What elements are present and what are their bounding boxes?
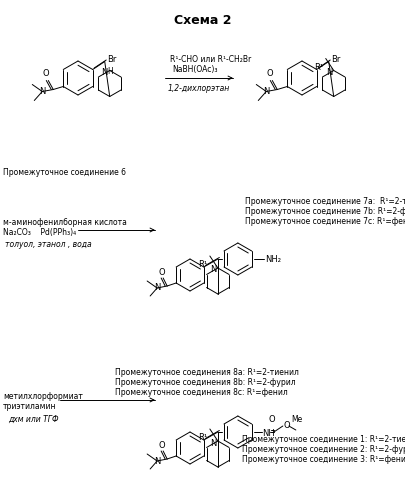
Text: NH: NH — [261, 428, 274, 438]
Text: N: N — [262, 87, 269, 96]
Text: триэтиламин: триэтиламин — [3, 402, 56, 411]
Text: Br: Br — [330, 55, 339, 64]
Text: Промежуточное соединения 8b: R¹=2-фурил: Промежуточное соединения 8b: R¹=2-фурил — [115, 378, 295, 387]
Text: Промежуточное соединение 7a:  R¹=2-тиенил: Промежуточное соединение 7a: R¹=2-тиенил — [244, 197, 405, 206]
Text: R¹: R¹ — [198, 260, 207, 269]
Text: Промежуточное соединения 8a: R¹=2-тиенил: Промежуточное соединения 8a: R¹=2-тиенил — [115, 368, 298, 377]
Text: N: N — [153, 456, 160, 466]
Text: Промежуточное соединение 7b: R¹=2-фурил: Промежуточное соединение 7b: R¹=2-фурил — [244, 207, 405, 216]
Text: 1,2-дихлорэтан: 1,2-дихлорэтан — [168, 84, 230, 93]
Text: Промежуточное соединение 6: Промежуточное соединение 6 — [3, 168, 126, 177]
Text: м-аминофенилборная кислота: м-аминофенилборная кислота — [3, 218, 127, 227]
Text: R¹: R¹ — [198, 433, 207, 442]
Text: N: N — [153, 284, 160, 292]
Text: R¹: R¹ — [314, 62, 323, 72]
Text: Br: Br — [107, 55, 116, 64]
Text: O: O — [283, 420, 290, 430]
Text: NaBH(OAc)₃: NaBH(OAc)₃ — [172, 65, 217, 74]
Text: N: N — [101, 68, 107, 77]
Text: O: O — [158, 268, 165, 277]
Text: Промежуточное соединение 3: R¹=фенил: Промежуточное соединение 3: R¹=фенил — [241, 455, 405, 464]
Text: Промежуточное соединения 8c: R¹=фенил: Промежуточное соединения 8c: R¹=фенил — [115, 388, 287, 397]
Text: метилхлорформиат: метилхлорформиат — [3, 392, 83, 401]
Text: Промежуточное соединение 1: R¹=2-тиенил: Промежуточное соединение 1: R¹=2-тиенил — [241, 435, 405, 444]
Text: H: H — [107, 68, 112, 76]
Text: Na₂CO₃    Pd(PPh₃)₄: Na₂CO₃ Pd(PPh₃)₄ — [3, 228, 76, 237]
Text: Промежуточное соединение 7c: R¹=фенил: Промежуточное соединение 7c: R¹=фенил — [244, 217, 405, 226]
Text: O: O — [266, 70, 273, 78]
Text: N: N — [210, 438, 216, 448]
Text: N: N — [210, 266, 216, 274]
Text: O: O — [268, 415, 275, 424]
Text: O: O — [43, 70, 49, 78]
Text: O: O — [158, 441, 165, 450]
Text: N: N — [326, 68, 332, 77]
Text: NH₂: NH₂ — [264, 256, 280, 264]
Text: Me: Me — [290, 416, 301, 424]
Text: R¹-CHO или R¹-CH₂Br: R¹-CHO или R¹-CH₂Br — [170, 55, 251, 64]
Text: N: N — [39, 87, 45, 96]
Text: Промежуточное соединение 2: R¹=2-фурил: Промежуточное соединение 2: R¹=2-фурил — [241, 445, 405, 454]
Text: толуол, этанол , вода: толуол, этанол , вода — [5, 240, 92, 249]
Text: Схема 2: Схема 2 — [174, 14, 231, 27]
Text: дхм или ТГФ: дхм или ТГФ — [8, 415, 58, 424]
